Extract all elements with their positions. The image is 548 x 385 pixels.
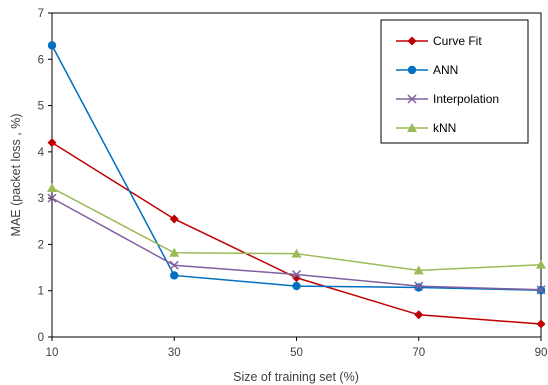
legend-item-knn: kNN (396, 121, 456, 135)
legend-label: Curve Fit (433, 34, 482, 48)
y-tick-label: 3 (38, 193, 44, 205)
x-tick-label: 50 (290, 347, 303, 359)
data-point-ann (170, 271, 179, 280)
legend-label: ANN (433, 63, 458, 77)
x-tick-label: 90 (535, 347, 548, 359)
legend-marker (407, 65, 417, 75)
y-tick-label: 7 (38, 8, 44, 20)
series-curve-fit (47, 138, 546, 329)
data-point-knn (291, 248, 302, 258)
data-point-curve-fit (292, 273, 301, 283)
data-point-curve-fit (414, 310, 424, 320)
data-point-ann (292, 281, 301, 291)
legend-marker (407, 123, 417, 132)
data-point-knn (413, 265, 424, 275)
y-tick-label: 0 (38, 332, 44, 344)
legend-marker (407, 36, 417, 46)
data-point-ann (414, 283, 423, 292)
legend-label: kNN (433, 121, 456, 135)
series-interpolation (47, 193, 546, 295)
x-axis-ticks: 10 30 50 70 90 (46, 337, 548, 359)
data-point-knn (47, 182, 57, 192)
legend-item-ann: ANN (396, 63, 458, 77)
series-layer (47, 41, 546, 329)
data-point-curve-fit (169, 214, 179, 224)
legend: Curve Fit ANN Interpolation kNN (380, 19, 529, 144)
legend-label: Interpolation (433, 92, 499, 106)
data-point-knn (536, 259, 546, 269)
data-point-interpolation (414, 281, 424, 291)
legend-marker (407, 94, 417, 104)
data-point-knn (169, 247, 180, 257)
data-point-interpolation (291, 269, 302, 280)
data-point-curve-fit (536, 319, 546, 329)
series-knn (47, 182, 546, 275)
y-axis-title: MAE (packet loss , %) (9, 114, 23, 237)
y-tick-label: 2 (38, 239, 44, 251)
data-point-ann (47, 41, 57, 50)
y-tick-label: 4 (38, 147, 45, 159)
data-point-interpolation (536, 285, 546, 295)
legend-item-curve-fit: Curve Fit (396, 34, 482, 48)
legend-item-interpolation: Interpolation (396, 92, 499, 106)
data-point-curve-fit (47, 138, 57, 148)
x-tick-label: 30 (168, 347, 181, 359)
x-axis-title: Size of training set (%) (233, 370, 359, 384)
data-point-interpolation (47, 193, 57, 203)
x-tick-label: 70 (412, 347, 425, 359)
y-tick-label: 1 (38, 286, 44, 298)
y-tick-label: 5 (38, 101, 44, 113)
data-point-interpolation (169, 260, 179, 270)
y-tick-label: 6 (38, 54, 44, 66)
x-tick-label: 10 (46, 347, 59, 359)
y-axis-ticks: 0 1 2 3 4 5 6 7 (38, 8, 52, 344)
